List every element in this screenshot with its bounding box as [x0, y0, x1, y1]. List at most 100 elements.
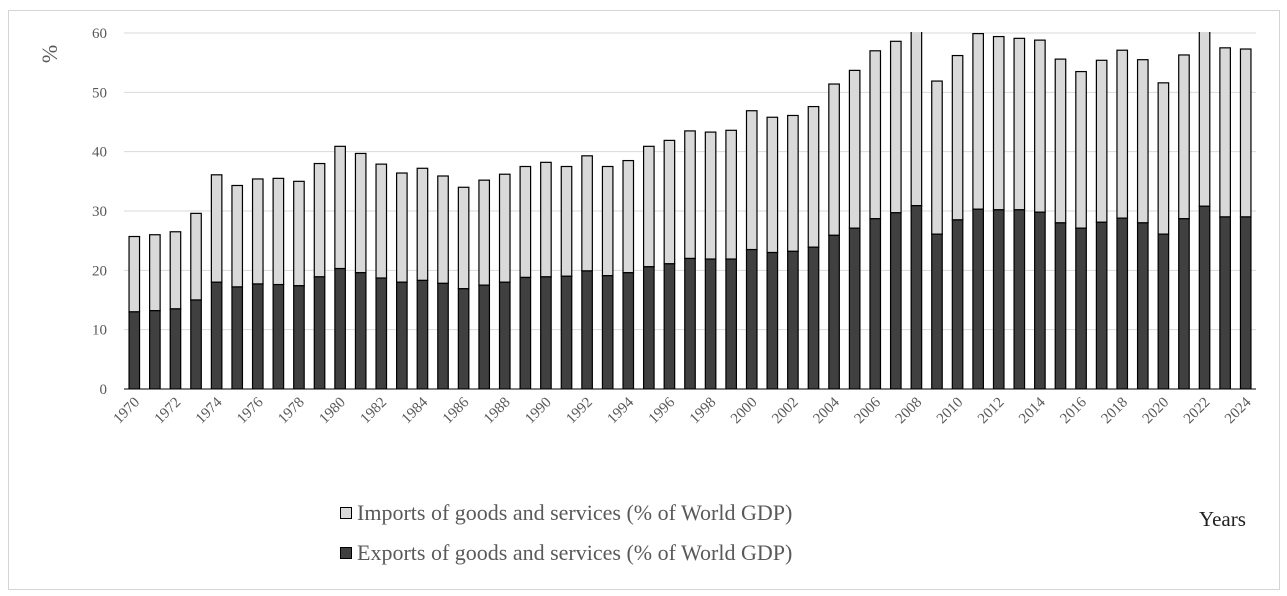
bar-imports-1979	[313, 162, 326, 278]
legend-item-imports: Imports of goods and services (% of Worl…	[340, 500, 792, 526]
bar-exports-1992	[581, 270, 593, 389]
bar-imports-2001	[766, 116, 779, 254]
bar-exports-2005	[848, 227, 861, 389]
bar-imports-1971	[149, 234, 161, 312]
x-tick-label: 2022	[1181, 395, 1214, 428]
bar-exports-2011	[972, 208, 984, 389]
bar-imports-1998	[704, 131, 717, 260]
bar-exports-1982	[375, 277, 388, 389]
x-tick-label: 2002	[769, 395, 802, 428]
gridlines	[124, 32, 1256, 331]
bar-imports-2006	[869, 50, 882, 220]
bar-imports-2020	[1157, 82, 1170, 235]
bar-imports-2013	[1013, 37, 1026, 211]
y-axis-label: %	[37, 45, 62, 63]
x-tick-label: 2024	[1222, 394, 1255, 427]
bar-imports-1992	[581, 155, 593, 272]
bar-imports-1991	[560, 165, 573, 277]
x-tick-label: 1996	[646, 394, 679, 427]
bar-exports-2008	[910, 205, 923, 389]
bar-exports-1977	[272, 283, 285, 389]
bar-imports-1975	[231, 184, 244, 288]
bar-imports-2011	[972, 32, 984, 210]
bar-imports-2021	[1178, 54, 1190, 220]
bar-imports-2000	[745, 110, 758, 251]
bar-imports-2017	[1095, 59, 1108, 223]
y-tick-label: 40	[92, 145, 107, 161]
bar-exports-2024	[1239, 216, 1252, 389]
bar-imports-1984	[416, 167, 429, 282]
x-tick-label: 1998	[687, 395, 720, 428]
bar-imports-2012	[992, 35, 1005, 211]
bar-imports-1990	[540, 161, 552, 278]
bar-imports-1976	[251, 178, 264, 285]
bar-exports-2003	[807, 246, 820, 389]
bar-imports-2019	[1136, 59, 1149, 224]
bar-exports-1986	[457, 288, 470, 389]
bar-imports-1972	[169, 231, 182, 310]
bar-imports-1978	[293, 180, 305, 287]
bar-imports-1982	[375, 163, 388, 279]
bar-exports-1987	[478, 284, 491, 389]
bar-exports-2020	[1157, 233, 1170, 389]
bar-imports-1980	[334, 145, 346, 270]
x-tick-label: 1994	[605, 394, 638, 427]
bar-imports-1981	[354, 152, 367, 274]
bar-imports-2004	[828, 83, 840, 236]
bar-exports-2009	[931, 233, 943, 389]
bar-group	[128, 32, 1252, 389]
bar-exports-2015	[1054, 222, 1067, 389]
x-tick-label: 1988	[481, 395, 514, 428]
bar-exports-1985	[437, 282, 449, 389]
bar-exports-1989	[519, 276, 532, 389]
bar-imports-1993	[601, 165, 614, 277]
bar-exports-2010	[951, 219, 964, 389]
x-tick-label: 2004	[810, 394, 843, 427]
bar-exports-1980	[334, 267, 346, 389]
bar-imports-1983	[396, 172, 408, 283]
bar-exports-1988	[498, 281, 511, 389]
x-tick-label: 2014	[1016, 394, 1049, 427]
bar-imports-2003	[807, 105, 820, 248]
bar-exports-2023	[1219, 216, 1231, 389]
y-tick-label: 0	[100, 382, 108, 398]
y-tick-labels: 0 10 20 30 40 50 60	[92, 26, 107, 398]
legend-label-imports: Imports of goods and services (% of Worl…	[357, 500, 793, 525]
bar-exports-1970	[128, 311, 141, 389]
x-tick-label: 2000	[728, 395, 761, 428]
bar-imports-1987	[478, 179, 491, 286]
bar-imports-2018	[1116, 49, 1129, 219]
bar-exports-2016	[1075, 227, 1087, 389]
bar-imports-1974	[210, 174, 223, 283]
bar-exports-1998	[704, 258, 717, 389]
bar-imports-2005	[848, 69, 861, 229]
bar-exports-2006	[869, 218, 882, 389]
y-tick-label: 20	[92, 263, 107, 279]
y-tick-label: 60	[92, 26, 107, 42]
bar-exports-1997	[684, 257, 696, 389]
bar-imports-2008	[910, 32, 923, 207]
bar-exports-1972	[169, 308, 182, 389]
bar-exports-2013	[1013, 209, 1026, 389]
bar-exports-2007	[889, 212, 902, 389]
bar-exports-2014	[1034, 211, 1046, 389]
bar-imports-1986	[457, 186, 470, 290]
y-tick-label: 10	[92, 323, 107, 339]
bar-exports-1974	[210, 281, 223, 389]
x-axis-label: Years	[1199, 507, 1246, 531]
bar-exports-1995	[642, 266, 655, 389]
x-tick-label: 1980	[316, 395, 349, 428]
bar-imports-1997	[684, 130, 696, 260]
bar-exports-1996	[663, 263, 676, 389]
x-tick-label: 2012	[975, 395, 1008, 428]
x-tick-label: 1986	[440, 394, 473, 427]
bar-exports-2004	[828, 234, 840, 389]
bar-imports-1995	[642, 145, 655, 268]
bar-exports-1994	[622, 272, 635, 389]
bar-imports-2007	[889, 40, 902, 214]
bar-imports-2009	[931, 80, 943, 235]
x-tick-label: 1970	[111, 395, 144, 428]
legend-swatch-imports	[340, 507, 352, 519]
legend-label-exports: Exports of goods and services (% of Worl…	[357, 540, 793, 565]
